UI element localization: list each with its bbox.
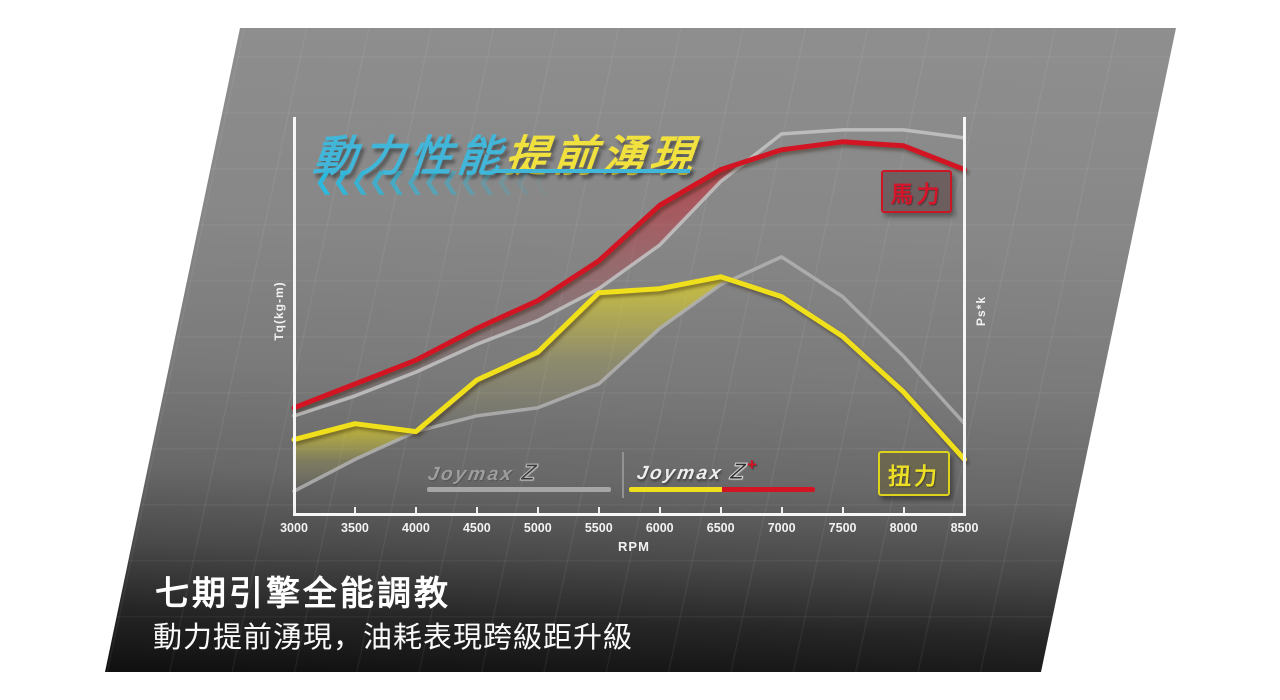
legend-new-red-bar	[722, 487, 815, 492]
x-tick-label: 4000	[402, 521, 430, 535]
x-tick-mark	[780, 507, 783, 513]
chevron-icon: ❮	[495, 168, 515, 195]
chevron-icon: ❮	[440, 168, 461, 195]
x-tick-mark	[353, 507, 356, 513]
chevron-icon: ❮	[531, 168, 551, 195]
x-tick-label: 6000	[645, 521, 674, 535]
chevron-icon: ❮	[513, 168, 533, 195]
x-tick-label: 5000	[523, 521, 552, 535]
x-tick-mark	[719, 507, 722, 513]
x-tick-label: 4500	[462, 521, 491, 535]
x-tick-mark	[841, 507, 844, 513]
x-axis-title: RPM	[618, 539, 650, 554]
legend-old-color-bar	[427, 487, 611, 492]
horsepower-badge: 馬力	[881, 170, 952, 213]
legend-new-brand: Joymax	[635, 463, 725, 484]
y-axis-left-title: Tq(kg-m)	[272, 281, 286, 341]
x-tick-label: 8500	[950, 521, 979, 535]
chevron-icon: ❮	[314, 168, 334, 195]
x-tick-mark	[536, 507, 539, 513]
legend-joymax-z-logo: Joymax Z	[426, 459, 539, 486]
x-tick-mark	[658, 507, 661, 513]
y-axis-left-line	[293, 117, 296, 516]
y-axis-right-line	[963, 117, 966, 516]
chevron-icon: ❮	[422, 168, 443, 195]
x-tick-mark	[475, 507, 478, 513]
x-tick-mark	[597, 507, 600, 513]
legend-old-brand: Joymax	[426, 464, 516, 485]
x-tick-mark	[963, 507, 966, 513]
torque-badge: 扭力	[878, 451, 950, 496]
x-tick-label: 6500	[706, 521, 735, 535]
chevron-icon: ❮	[368, 168, 388, 195]
chevron-icon: ❮	[476, 168, 497, 195]
caption-subtitle: 動力提前湧現，油耗表現跨級距升級	[153, 622, 634, 654]
legend-new-model: Z	[728, 458, 748, 485]
legend-old-model: Z	[519, 459, 539, 486]
x-tick-label: 3500	[341, 521, 369, 535]
x-tick-mark	[414, 507, 417, 513]
x-tick-label: 7000	[767, 521, 796, 535]
chevron-left-arrows-icon: ❮❮❮❮❮❮❮❮❮❮❮❮❮❮	[314, 168, 568, 196]
chevron-icon: ❮	[350, 168, 370, 195]
x-tick-label: 7500	[828, 521, 857, 535]
x-tick-label: 8000	[889, 521, 918, 535]
chevron-icon: ❮	[458, 168, 479, 195]
legend-divider	[622, 452, 624, 498]
caption-heading: 七期引擎全能調教	[155, 575, 451, 613]
x-tick-mark	[293, 507, 295, 513]
chevron-icon: ❮	[386, 168, 406, 195]
title-underline	[492, 169, 690, 173]
x-tick-mark	[902, 507, 905, 513]
legend-new-yellow-bar	[629, 487, 722, 492]
chevron-icon: ❮	[549, 168, 567, 196]
legend-new-plus: +	[746, 455, 757, 474]
chevron-icon: ❮	[404, 168, 425, 195]
legend-joymax-z-plus-logo: Joymax Z+	[635, 455, 757, 485]
chevron-icon: ❮	[332, 168, 352, 195]
x-tick-label: 3000	[280, 521, 308, 535]
y-axis-right-title: Ps*k	[974, 295, 988, 327]
x-tick-label: 5500	[584, 521, 613, 535]
x-axis-line	[293, 513, 966, 516]
